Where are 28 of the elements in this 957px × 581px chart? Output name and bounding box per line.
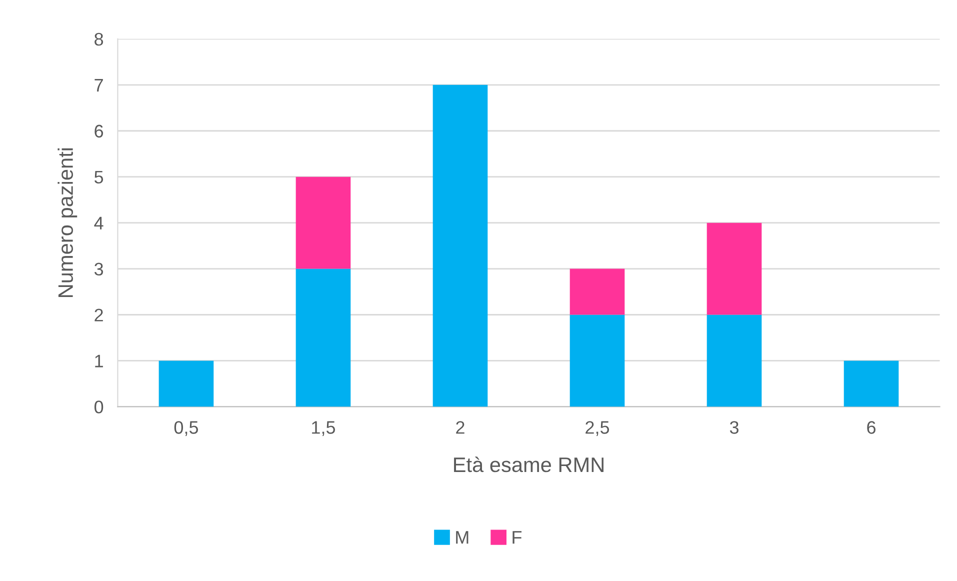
x-tick-label: 0,5 <box>174 421 198 436</box>
y-tick-label: 0 <box>94 400 104 414</box>
y-tick-label: 4 <box>94 216 104 230</box>
y-tick-label: 1 <box>95 354 103 368</box>
x-tick-label: 3 <box>730 421 738 434</box>
bar <box>570 314 625 407</box>
legend-label: M <box>456 531 468 544</box>
bar <box>570 268 625 315</box>
bar <box>706 314 762 407</box>
y-tick-label: 8 <box>94 32 104 46</box>
y-tick-label: 5 <box>94 170 104 184</box>
bar <box>432 84 488 407</box>
bar <box>158 360 214 407</box>
bar <box>844 360 899 407</box>
y-tick-label: 6 <box>94 124 104 138</box>
bar <box>296 268 351 407</box>
bar <box>706 222 762 315</box>
legend-label: F <box>512 531 522 544</box>
y-tick-label: 7 <box>94 79 103 92</box>
x-axis-title: Età esame RMN <box>454 456 604 472</box>
y-tick-label: 2 <box>94 308 103 322</box>
x-tick-label: 1,5 <box>312 421 336 436</box>
y-tick-label: 3 <box>94 262 104 276</box>
y-axis-title: Numero pazienti <box>58 148 78 297</box>
x-tick-label: 6 <box>867 421 876 434</box>
bar <box>296 176 351 269</box>
x-tick-label: 2 <box>456 421 464 434</box>
x-tick-label: 2,5 <box>586 421 610 436</box>
